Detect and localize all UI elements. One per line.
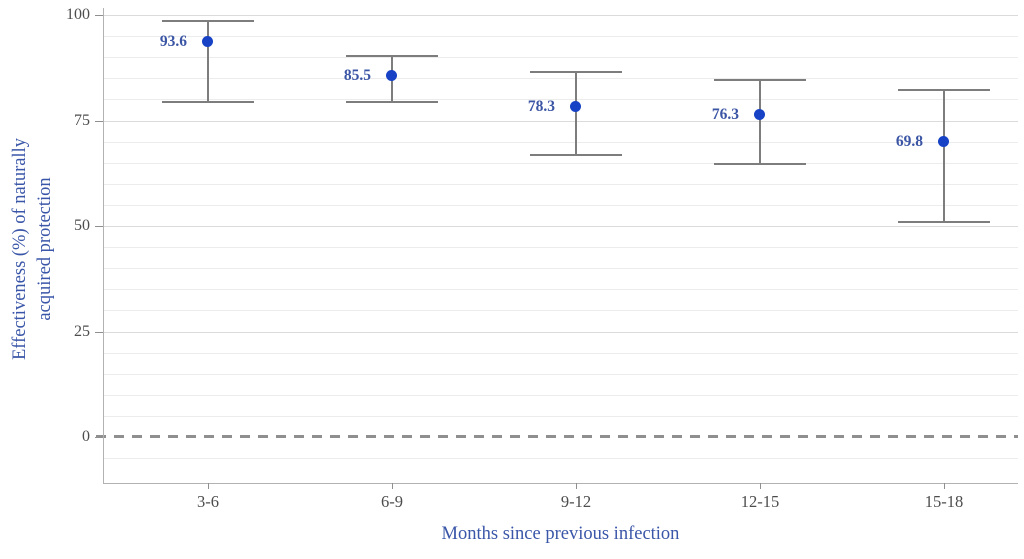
error-bar-cap-top [346, 55, 438, 57]
y-axis-title: Effectiveness (%) of naturally acquired … [8, 9, 60, 489]
error-bar-cap-bottom [714, 163, 806, 165]
y-tick [95, 15, 103, 16]
error-bar-cap-top [530, 71, 622, 73]
y-tick [95, 226, 103, 227]
y-tick-label: 25 [74, 323, 90, 340]
y-axis-line [103, 8, 104, 483]
x-tick [944, 483, 945, 489]
data-point-dot [570, 101, 581, 112]
error-bar-line [943, 90, 945, 222]
data-point-dot [386, 70, 397, 81]
gridline-minor [103, 57, 1018, 58]
gridline-minor [103, 78, 1018, 79]
x-axis-line [103, 483, 1018, 484]
gridline-major [103, 121, 1018, 122]
y-tick [95, 437, 103, 438]
error-bar-cap-top [714, 79, 806, 81]
y-axis-title-line1: Effectiveness (%) of naturally [10, 137, 30, 361]
y-tick-label: 75 [74, 112, 90, 129]
gridline-minor [103, 163, 1018, 164]
value-label: 69.8 [895, 133, 923, 150]
error-bar-line [207, 21, 209, 102]
x-tick-label: 6-9 [381, 492, 403, 511]
gridline-minor [103, 458, 1018, 459]
y-tick-label: 100 [66, 6, 90, 23]
gridline-major [103, 15, 1018, 16]
x-tick-label: 9-12 [560, 492, 592, 511]
error-bar-cap-bottom [898, 221, 990, 223]
zero-dashed-line [96, 435, 1018, 438]
x-tick [392, 483, 393, 489]
error-bar-cap-bottom [530, 154, 622, 156]
y-axis-title-line2: acquired protection [35, 177, 55, 321]
x-tick-label: 12-15 [740, 492, 780, 511]
gridline-minor [103, 416, 1018, 417]
gridline-minor [103, 247, 1018, 248]
gridline-minor [103, 184, 1018, 185]
data-point-dot [938, 136, 949, 147]
gridline-minor [103, 395, 1018, 396]
gridline-minor [103, 353, 1018, 354]
gridline-major [103, 332, 1018, 333]
gridline-minor [103, 36, 1018, 37]
gridline-minor [103, 289, 1018, 290]
x-tick [208, 483, 209, 489]
y-tick-label: 50 [74, 217, 90, 234]
gridline-major [103, 226, 1018, 227]
gridline-minor [103, 142, 1018, 143]
x-axis-title: Months since previous infection [441, 524, 680, 544]
value-label: 85.5 [343, 67, 371, 84]
x-tick [576, 483, 577, 489]
data-point-dot [754, 109, 765, 120]
y-tick [95, 332, 103, 333]
y-tick [95, 121, 103, 122]
gridline-minor [103, 205, 1018, 206]
gridline-minor [103, 99, 1018, 100]
error-bar-cap-bottom [162, 101, 254, 103]
gridline-minor [103, 310, 1018, 311]
x-tick [760, 483, 761, 489]
error-bar-line [759, 80, 761, 164]
gridline-minor [103, 374, 1018, 375]
value-label: 78.3 [527, 98, 555, 115]
error-bar-cap-top [162, 20, 254, 22]
gridline-minor [103, 268, 1018, 269]
value-label: 76.3 [711, 106, 739, 123]
x-tick-label: 3-6 [197, 492, 219, 511]
y-tick-label: 0 [82, 428, 90, 445]
error-bar-line [575, 72, 577, 155]
x-tick-label: 15-18 [924, 492, 964, 511]
data-point-dot [202, 36, 213, 47]
error-bar-cap-top [898, 89, 990, 91]
value-label: 93.6 [159, 33, 187, 50]
error-bar-cap-bottom [346, 101, 438, 103]
